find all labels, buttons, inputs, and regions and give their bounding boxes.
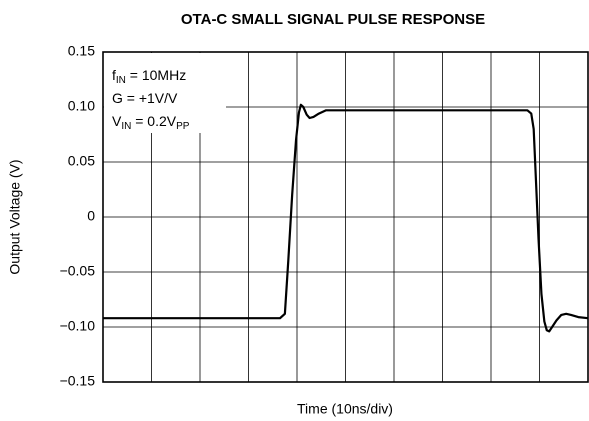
annotation-part: PP [176, 121, 190, 132]
annotation-part: G = +1V/V [112, 90, 178, 106]
y-axis-label: Output Voltage (V) [7, 159, 23, 274]
annotation-part: f [112, 67, 116, 83]
plot-frame [102, 51, 589, 383]
annotation-part: IN [121, 121, 131, 132]
annotation-box [104, 53, 226, 133]
annotation: fIN = 10MHz [112, 67, 186, 86]
y-tick-label: 0.05 [68, 153, 95, 169]
y-tick-label: 0.15 [68, 43, 95, 59]
annotation: G = +1V/V [112, 90, 178, 106]
annotation-part: = 0.2V [131, 113, 176, 129]
line-series [103, 103, 589, 333]
annotation: VIN = 0.2VPP [112, 113, 190, 132]
y-tick-label: −0.05 [60, 263, 96, 279]
y-tick-label: −0.10 [60, 318, 96, 334]
annotation-part: IN [116, 75, 126, 86]
y-tick-label: −0.15 [60, 373, 96, 389]
y-tick-label: 0.10 [68, 98, 95, 114]
chart-title: OTA-C SMALL SIGNAL PULSE RESPONSE [181, 11, 485, 28]
x-axis-label: Time (10ns/div) [297, 401, 393, 417]
annotation-part: V [112, 113, 122, 129]
y-tick-label: 0 [87, 208, 95, 224]
annotation-part: = 10MHz [126, 67, 186, 83]
